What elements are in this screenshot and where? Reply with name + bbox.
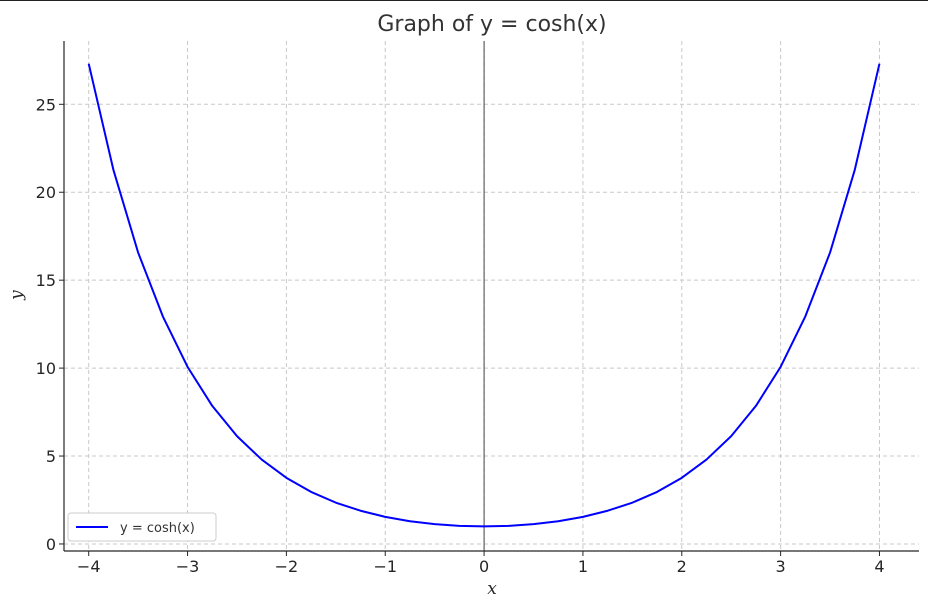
grid <box>64 41 919 551</box>
x-tick-label: 3 <box>776 557 786 576</box>
x-tick-label: −4 <box>77 557 101 576</box>
y-tick-label: 25 <box>36 95 56 114</box>
legend-box <box>67 512 217 542</box>
x-tick-label: 2 <box>677 557 687 576</box>
y-tick-label: 5 <box>46 447 56 466</box>
y-axis-label: y <box>7 290 27 301</box>
series-line-cosh <box>87 63 881 528</box>
y-tick-label: 0 <box>46 535 56 554</box>
x-axis-label: x <box>487 579 497 599</box>
legend: y = cosh(x) <box>67 512 217 542</box>
legend-label: y = cosh(x) <box>120 521 195 536</box>
y-tick-label: 10 <box>36 359 56 378</box>
x-tick-label: −1 <box>373 557 397 576</box>
series <box>87 63 881 528</box>
x-tick-label: 0 <box>479 557 489 576</box>
y-tick-label: 15 <box>36 271 56 290</box>
axes <box>63 41 919 552</box>
chart-title: Graph of y = cosh(x) <box>377 12 606 37</box>
x-tick-label: −3 <box>176 557 200 576</box>
x-tick-label: 4 <box>874 557 884 576</box>
x-tick-label: −2 <box>275 557 299 576</box>
top-border <box>0 0 928 1</box>
x-tick-label: 1 <box>578 557 588 576</box>
y-tick-label: 20 <box>36 183 56 202</box>
tick-marks <box>59 103 880 556</box>
